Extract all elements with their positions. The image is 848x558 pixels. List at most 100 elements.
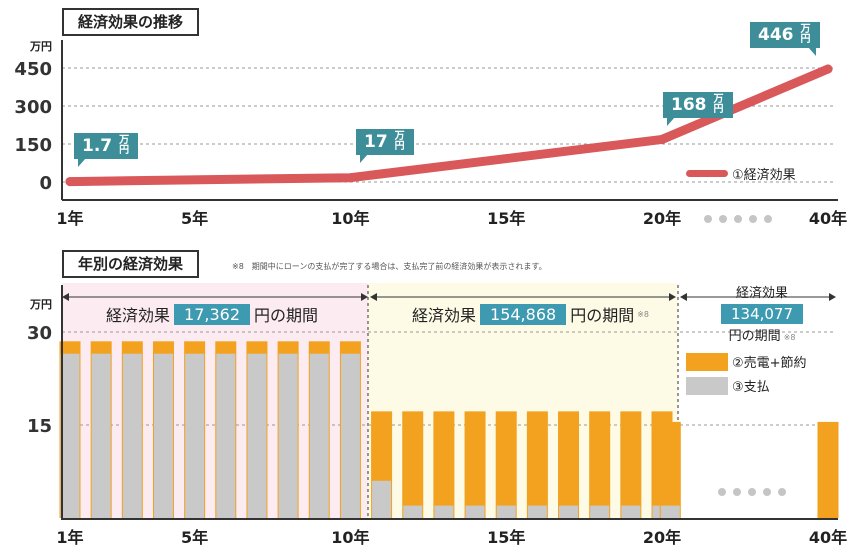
period-arrow-2-head-l <box>370 293 377 301</box>
ellipsis-dot <box>748 488 756 496</box>
y-tick-label: 15 <box>27 416 52 437</box>
callout-value: 168 <box>671 95 707 115</box>
legend-label: ①経済効果 <box>732 168 796 183</box>
bar-orange <box>402 411 424 518</box>
data-point <box>65 177 75 187</box>
period-prefix: 経済効果 <box>106 306 171 325</box>
bar-gray <box>465 505 485 518</box>
bar-gray <box>559 505 579 518</box>
x-tick-label: 1年 <box>56 209 83 228</box>
period-value: 154,868 <box>480 303 567 325</box>
ellipsis-dot <box>763 488 771 496</box>
period-note-mark: ※8 <box>783 333 796 342</box>
bar-gray <box>590 505 610 518</box>
y-tick-label: 30 <box>27 323 52 344</box>
top-chart-title: 経済効果の推移 <box>62 8 200 36</box>
ellipsis-dot <box>718 488 726 496</box>
bar-orange <box>464 411 486 518</box>
period-suffix: 円の期間 <box>254 306 319 325</box>
period-arrow-2-head-r <box>669 293 676 301</box>
callout-year1: 1.7 万円 <box>74 133 139 167</box>
period-prefix: 経済効果 <box>735 286 788 301</box>
bar-gray <box>621 505 641 518</box>
bottom-chart-title: 年別の経済効果 <box>62 250 200 278</box>
period-suffix: 円の期間 <box>570 306 635 325</box>
bar-orange <box>589 411 611 518</box>
bar-gray <box>60 353 80 518</box>
callout-unit: 万円 <box>394 131 405 152</box>
period-value: 17,362 <box>174 303 250 325</box>
y-tick-label: 0 <box>39 173 52 194</box>
callout-value: 17 <box>364 132 388 152</box>
callout-value: 1.7 <box>82 136 113 156</box>
ellipsis-dot <box>764 215 772 223</box>
period-arrow-1-head-r <box>361 293 368 301</box>
bar-orange <box>558 411 580 518</box>
bar-gray <box>91 353 111 518</box>
ellipsis-dot <box>733 488 741 496</box>
period-prefix: 経済効果 <box>412 306 477 325</box>
ellipsis-dot <box>778 488 786 496</box>
x-tick-label: 1年 <box>56 528 83 547</box>
bar-gray <box>309 353 329 518</box>
bar-gray <box>278 353 298 518</box>
legend-line-swatch <box>686 170 728 177</box>
ellipsis-dot <box>719 215 727 223</box>
bar-gray <box>122 353 142 518</box>
x-tick-label: 40年 <box>809 209 847 228</box>
callout-unit: 万円 <box>713 94 724 115</box>
bar-gray <box>434 505 454 518</box>
period-arrow-1-head-l <box>62 293 69 301</box>
y-tick-label: 300 <box>14 97 52 118</box>
bar-orange <box>433 411 455 518</box>
ellipsis-dot <box>704 215 712 223</box>
period-label-1: 経済効果 17,362 円の期間 <box>106 302 318 326</box>
bar-gray <box>372 480 392 518</box>
x-tick-label: 20年 <box>643 209 681 228</box>
bar-gray <box>340 353 360 518</box>
callout-year40: 446 万円 <box>750 22 820 56</box>
period-arrow-3-head-l <box>680 293 687 301</box>
bar-orange <box>526 411 548 518</box>
bottom-legend-orange: ②売電+節約 <box>686 352 807 371</box>
x-tick-label: 10年 <box>331 209 369 228</box>
legend-label: ③支払 <box>732 380 770 395</box>
y-tick-label: 450 <box>14 59 52 80</box>
series-line <box>65 64 833 187</box>
period-suffix: 円の期間 <box>728 329 781 344</box>
legend-orange-swatch <box>686 352 728 371</box>
bar-orange <box>817 421 839 518</box>
y-tick-label: 150 <box>14 135 52 156</box>
period-arrow-3-head-r <box>829 293 836 301</box>
bottom-y-unit: 万円 <box>30 298 52 311</box>
callout-unit: 万円 <box>800 24 811 45</box>
bar-gray <box>247 353 267 518</box>
ellipsis-dot <box>734 215 742 223</box>
bottom-legend-gray: ③支払 <box>686 376 770 395</box>
bar-gray <box>527 505 547 518</box>
x-tick-label: 10年 <box>331 528 369 547</box>
x-tick-label: 20年 <box>643 528 681 547</box>
x-tick-label: 5年 <box>181 209 208 228</box>
legend-gray-swatch <box>686 376 728 395</box>
bar-gray <box>660 505 680 518</box>
bar-orange <box>495 411 517 518</box>
x-tick-label: 5年 <box>181 528 208 547</box>
period-note-mark: ※8 <box>637 309 649 319</box>
period-label-3: 経済効果 134,077 円の期間 ※8 <box>690 282 834 344</box>
footnote: ※8 期間中にローンの支払が完了する場合は、支払完了前の経済効果が表示されます。 <box>232 262 547 271</box>
x-tick-label: 15年 <box>487 209 525 228</box>
bar-gray <box>153 353 173 518</box>
top-legend: ①経済効果 <box>686 164 796 183</box>
period-value: 134,077 <box>720 304 804 324</box>
legend-label: ②売電+節約 <box>732 356 807 371</box>
x-tick-label: 40年 <box>809 528 847 547</box>
ellipsis-dot <box>749 215 757 223</box>
top-y-unit: 万円 <box>30 40 52 53</box>
bar-gray <box>496 505 516 518</box>
callout-year20: 168 万円 <box>663 92 733 126</box>
x-tick-label: 15年 <box>487 528 525 547</box>
data-point <box>345 173 355 183</box>
bar-gray <box>185 353 205 518</box>
